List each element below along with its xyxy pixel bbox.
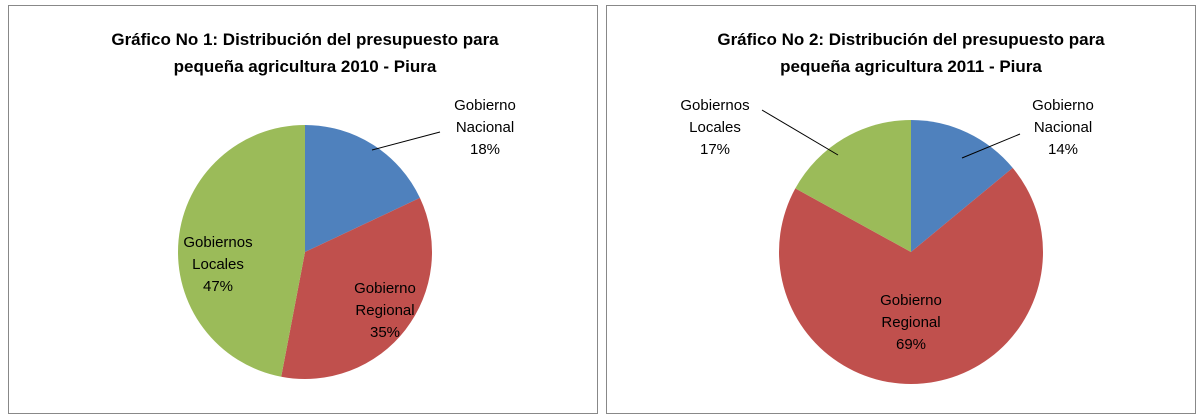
pie-slice bbox=[795, 120, 911, 252]
slice-label: Gobierno Regional bbox=[354, 280, 416, 319]
slice-value: 35% bbox=[369, 324, 401, 341]
leader-line bbox=[961, 133, 1021, 159]
pie-slice bbox=[281, 197, 433, 379]
slice-label: Gobierno Nacional bbox=[1032, 97, 1094, 136]
pie-slice bbox=[177, 125, 305, 377]
slice-value: 47% bbox=[202, 278, 234, 295]
slice-value: 18% bbox=[469, 141, 501, 158]
chart-title: Gráfico No 1: Distribución del presupues… bbox=[111, 30, 499, 76]
slice-value: 17% bbox=[699, 141, 731, 158]
pie-slice bbox=[305, 125, 420, 252]
slice-label: Gobierno Regional bbox=[880, 292, 942, 331]
slice-label: Gobiernos Locales bbox=[183, 234, 253, 273]
leader-line bbox=[761, 109, 839, 156]
chart-title: Gráfico No 2: Distribución del presupues… bbox=[717, 30, 1105, 76]
slice-value: 14% bbox=[1047, 141, 1079, 158]
slice-label: Gobierno Nacional bbox=[454, 97, 516, 136]
pie-slice bbox=[779, 167, 1043, 384]
slice-value: 69% bbox=[895, 336, 927, 353]
slice-label: Gobiernos Locales bbox=[680, 97, 750, 136]
leader-line bbox=[371, 131, 441, 151]
pie-slice bbox=[911, 120, 1013, 252]
